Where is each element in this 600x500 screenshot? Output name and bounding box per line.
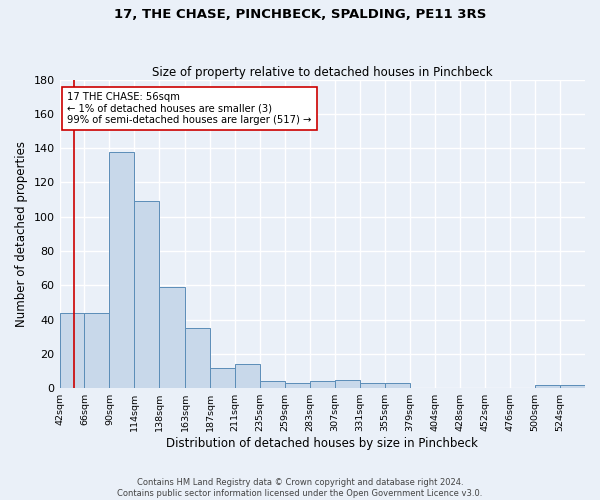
Bar [210, 368, 235, 388]
X-axis label: Distribution of detached houses by size in Pinchbeck: Distribution of detached houses by size … [166, 437, 478, 450]
Bar [285, 383, 310, 388]
Bar [185, 328, 210, 388]
Bar [335, 380, 359, 388]
Bar [134, 202, 159, 388]
Bar [159, 287, 185, 388]
Bar [359, 383, 385, 388]
Bar [560, 384, 585, 388]
Bar [310, 381, 335, 388]
Bar [59, 312, 85, 388]
Y-axis label: Number of detached properties: Number of detached properties [15, 141, 28, 327]
Bar [535, 384, 560, 388]
Text: Contains HM Land Registry data © Crown copyright and database right 2024.
Contai: Contains HM Land Registry data © Crown c… [118, 478, 482, 498]
Bar [235, 364, 260, 388]
Bar [260, 381, 285, 388]
Bar [109, 152, 134, 388]
Bar [85, 312, 109, 388]
Text: 17 THE CHASE: 56sqm
← 1% of detached houses are smaller (3)
99% of semi-detached: 17 THE CHASE: 56sqm ← 1% of detached hou… [67, 92, 312, 125]
Bar [385, 383, 410, 388]
Title: Size of property relative to detached houses in Pinchbeck: Size of property relative to detached ho… [152, 66, 493, 78]
Text: 17, THE CHASE, PINCHBECK, SPALDING, PE11 3RS: 17, THE CHASE, PINCHBECK, SPALDING, PE11… [114, 8, 486, 20]
